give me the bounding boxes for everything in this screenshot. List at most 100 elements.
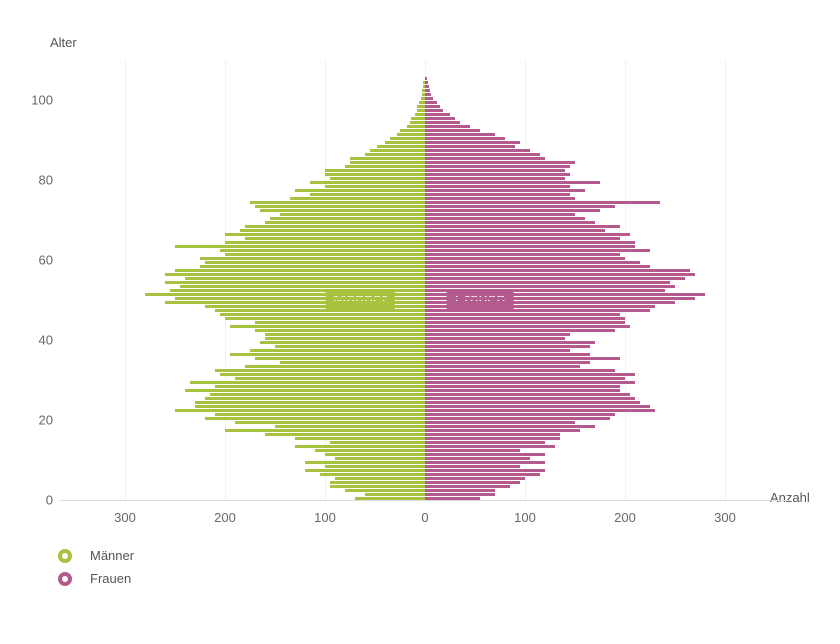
- bar-left: [235, 421, 425, 424]
- bar-left: [235, 377, 425, 380]
- bar-left: [165, 273, 425, 276]
- bar-right: [425, 217, 585, 220]
- bar-left: [345, 489, 425, 492]
- bar-left: [250, 201, 425, 204]
- bar-right: [425, 361, 590, 364]
- bar-left: [325, 173, 425, 176]
- bar-left: [370, 149, 425, 152]
- bar-right: [425, 369, 615, 372]
- bar-left: [205, 417, 425, 420]
- bar-right: [425, 329, 615, 332]
- bar-right: [425, 281, 670, 284]
- y-tick-label: 40: [25, 333, 53, 348]
- bar-right: [425, 429, 580, 432]
- bar-right: [425, 297, 695, 300]
- bar-right: [425, 337, 565, 340]
- bar-right: [425, 253, 620, 256]
- bar-left: [220, 373, 425, 376]
- bar-right: [425, 385, 620, 388]
- bar-right: [425, 293, 705, 296]
- legend-item-frauen: Frauen: [58, 571, 134, 586]
- bar-left: [255, 321, 425, 324]
- bar-right: [425, 245, 635, 248]
- bar-right: [425, 209, 600, 212]
- bar-left: [411, 117, 425, 120]
- bar-left: [335, 457, 425, 460]
- bar-right: [425, 145, 515, 148]
- legend-item-maenner: Männer: [58, 548, 134, 563]
- bar-left: [180, 285, 425, 288]
- bar-left: [275, 425, 425, 428]
- bar-right: [425, 225, 620, 228]
- bar-left: [215, 309, 425, 312]
- bar-right: [425, 309, 650, 312]
- bar-left: [310, 181, 425, 184]
- bar-left: [220, 313, 425, 316]
- y-tick-label: 100: [25, 93, 53, 108]
- bar-left: [245, 225, 425, 228]
- bar-left: [295, 437, 425, 440]
- bar-right: [425, 177, 565, 180]
- bar-left: [275, 345, 425, 348]
- bar-left: [320, 473, 425, 476]
- bar-left: [175, 245, 425, 248]
- bar-left: [245, 237, 425, 240]
- bar-right: [425, 277, 685, 280]
- bar-right: [425, 497, 480, 500]
- bar-right: [425, 85, 429, 88]
- y-axis-title: Alter: [50, 35, 77, 50]
- y-tick-label: 80: [25, 173, 53, 188]
- bar-right: [425, 425, 595, 428]
- bar-left: [335, 477, 425, 480]
- bar-left: [417, 105, 425, 108]
- bar-right: [425, 461, 545, 464]
- bar-right: [425, 457, 530, 460]
- bar-left: [190, 381, 425, 384]
- bar-left: [390, 137, 425, 140]
- bar-left: [165, 281, 425, 284]
- x-axis-line: [60, 500, 790, 501]
- bar-right: [425, 333, 570, 336]
- bar-right: [425, 401, 640, 404]
- x-tick-label: 100: [514, 510, 536, 525]
- bar-left: [220, 249, 425, 252]
- bar-right: [425, 373, 635, 376]
- bar-right: [425, 413, 615, 416]
- bar-left: [305, 461, 425, 464]
- bar-left: [165, 301, 425, 304]
- bar-left: [417, 109, 425, 112]
- bar-left: [145, 293, 425, 296]
- bar-left: [385, 141, 425, 144]
- bar-left: [200, 265, 425, 268]
- bar-right: [425, 485, 510, 488]
- bar-left: [330, 485, 425, 488]
- bar-left: [355, 497, 425, 500]
- bar-left: [330, 441, 425, 444]
- bar-left: [260, 341, 425, 344]
- bar-left: [185, 389, 425, 392]
- bar-left: [330, 481, 425, 484]
- bar-left: [170, 289, 425, 292]
- bar-right: [425, 421, 575, 424]
- bar-left: [265, 433, 425, 436]
- bar-left: [350, 161, 425, 164]
- bar-right: [425, 441, 545, 444]
- bar-left: [215, 385, 425, 388]
- bar-right: [425, 125, 470, 128]
- bar-right: [425, 437, 560, 440]
- bar-left: [260, 209, 425, 212]
- bar-right: [425, 81, 428, 84]
- bar-left: [250, 349, 425, 352]
- bar-right: [425, 489, 495, 492]
- bar-left: [410, 121, 425, 124]
- legend: Männer Frauen: [58, 548, 134, 594]
- bar-right: [425, 389, 620, 392]
- bar-left: [225, 233, 425, 236]
- bar-right: [425, 465, 520, 468]
- bar-right: [425, 181, 600, 184]
- bar-right: [425, 169, 565, 172]
- bar-left: [290, 197, 425, 200]
- bar-right: [425, 317, 625, 320]
- y-tick-label: 60: [25, 253, 53, 268]
- bar-right: [425, 349, 570, 352]
